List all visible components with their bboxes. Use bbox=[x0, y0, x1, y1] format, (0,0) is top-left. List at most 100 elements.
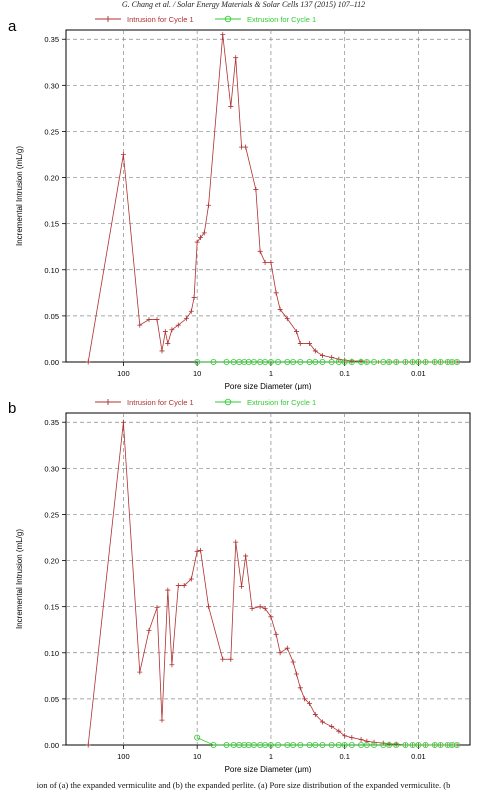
data-point-intrusion bbox=[268, 259, 274, 265]
series-line-intrusion bbox=[87, 34, 458, 363]
chart-a: 0.00 0.05 0.10 0.15 0.20 0.25 0.30 0.35 100 10 1 0.… bbox=[15, 15, 471, 390]
data-point-extrusion bbox=[194, 734, 201, 741]
data-point-intrusion bbox=[206, 202, 212, 208]
y-tick-label: 0.00 bbox=[44, 358, 59, 367]
data-point-extrusion bbox=[267, 358, 274, 365]
data-point-extrusion bbox=[335, 741, 342, 748]
plot-frame bbox=[65, 29, 471, 363]
data-point-intrusion bbox=[268, 614, 274, 620]
data-point-intrusion bbox=[358, 736, 364, 742]
data-point-intrusion bbox=[183, 316, 189, 322]
legend-label: Intrusion for Cycle 1 bbox=[127, 398, 194, 407]
data-point-intrusion bbox=[220, 656, 226, 662]
data-point-extrusion bbox=[437, 358, 444, 365]
x-tick-label: 0.01 bbox=[411, 752, 426, 761]
data-point-extrusion bbox=[284, 741, 291, 748]
data-point-extrusion bbox=[275, 358, 282, 365]
data-point-intrusion bbox=[273, 631, 279, 637]
data-point-intrusion bbox=[364, 738, 370, 744]
figure-caption: ion of (a) the expanded vermiculite and … bbox=[36, 780, 451, 790]
data-point-intrusion bbox=[243, 144, 249, 150]
data-point-extrusion bbox=[348, 741, 355, 748]
series-line-intrusion bbox=[87, 422, 458, 746]
data-point-intrusion bbox=[188, 308, 194, 314]
y-tick-label: 0.10 bbox=[44, 266, 59, 275]
x-tick-label: 0.01 bbox=[411, 369, 426, 378]
data-point-extrusion bbox=[335, 358, 342, 365]
data-point-intrusion bbox=[257, 248, 263, 254]
data-point-extrusion bbox=[444, 358, 451, 365]
x-axis-label: Pore size Diameter (μm) bbox=[225, 382, 312, 390]
data-point-intrusion bbox=[329, 724, 335, 730]
data-point-intrusion bbox=[154, 317, 160, 323]
data-point-extrusion bbox=[422, 741, 429, 748]
data-point-extrusion bbox=[328, 358, 335, 365]
legend-marker-plus bbox=[105, 399, 111, 405]
data-point-intrusion bbox=[273, 290, 279, 296]
data-point-extrusion bbox=[431, 358, 438, 365]
data-point-extrusion bbox=[358, 358, 365, 365]
data-point-intrusion bbox=[175, 322, 181, 328]
data-point-extrusion bbox=[363, 741, 370, 748]
x-axis-label: Pore size Diameter (μm) bbox=[225, 765, 312, 773]
panel-label-a: a bbox=[8, 18, 17, 35]
journal-header: G. Chang et al. / Solar Energy Materials… bbox=[121, 0, 366, 9]
x-tick-label: 1 bbox=[269, 752, 273, 761]
data-point-intrusion bbox=[297, 341, 303, 347]
data-point-extrusion bbox=[262, 358, 269, 365]
data-point-intrusion bbox=[181, 582, 187, 588]
data-point-extrusion bbox=[250, 358, 257, 365]
y-axis-label: Incremental Intrusion (mL/g) bbox=[15, 146, 24, 246]
data-point-extrusion bbox=[194, 358, 201, 365]
data-point-intrusion bbox=[294, 671, 299, 677]
data-point-intrusion bbox=[312, 712, 318, 718]
data-point-extrusion bbox=[319, 358, 326, 365]
data-point-extrusion bbox=[306, 358, 313, 365]
x-tick-label: 100 bbox=[117, 752, 130, 761]
series-line-extrusion bbox=[196, 737, 458, 746]
data-point-extrusion bbox=[415, 358, 422, 365]
data-point-extrusion bbox=[290, 358, 297, 365]
data-point-intrusion bbox=[319, 719, 325, 725]
data-point-extrusion bbox=[262, 741, 269, 748]
data-point-intrusion bbox=[146, 317, 152, 323]
data-point-intrusion bbox=[162, 329, 168, 335]
x-tick-label: 0.1 bbox=[339, 752, 349, 761]
x-tick-label: 10 bbox=[193, 752, 201, 761]
data-point-intrusion bbox=[233, 539, 239, 545]
data-point-intrusion bbox=[262, 259, 268, 265]
data-point-extrusion bbox=[297, 358, 304, 365]
data-point-intrusion bbox=[188, 576, 194, 582]
y-tick-label: 0.35 bbox=[44, 35, 59, 44]
data-point-intrusion bbox=[137, 322, 143, 328]
y-tick-label: 0.20 bbox=[44, 174, 59, 183]
data-point-extrusion bbox=[241, 358, 248, 365]
data-point-intrusion bbox=[312, 348, 318, 354]
data-point-intrusion bbox=[302, 696, 308, 702]
data-point-intrusion bbox=[120, 152, 126, 157]
data-point-extrusion bbox=[319, 741, 326, 748]
data-point-intrusion bbox=[306, 701, 312, 706]
y-axis-label: Incremental Intrusion (mL/g) bbox=[15, 529, 24, 629]
legend-label: Extrusion for Cycle 1 bbox=[247, 15, 316, 24]
data-point-extrusion bbox=[358, 741, 365, 748]
data-point-intrusion bbox=[284, 645, 290, 651]
data-point-intrusion bbox=[277, 306, 283, 312]
data-point-intrusion bbox=[194, 239, 200, 245]
legend-marker-plus bbox=[105, 16, 111, 22]
data-point-extrusion bbox=[409, 741, 416, 748]
data-point-extrusion bbox=[328, 741, 335, 748]
data-point-intrusion bbox=[198, 547, 204, 553]
data-point-intrusion bbox=[85, 359, 91, 365]
data-point-intrusion bbox=[319, 353, 325, 359]
data-point-intrusion bbox=[277, 650, 283, 656]
data-point-intrusion bbox=[233, 55, 239, 61]
data-point-extrusion bbox=[312, 741, 319, 748]
data-point-extrusion bbox=[454, 741, 461, 748]
data-point-extrusion bbox=[393, 741, 400, 748]
data-point-intrusion bbox=[243, 553, 249, 559]
data-point-intrusion bbox=[284, 316, 290, 322]
y-tick-label: 0.15 bbox=[44, 220, 59, 229]
data-point-extrusion bbox=[386, 358, 393, 365]
data-point-intrusion bbox=[120, 419, 126, 425]
